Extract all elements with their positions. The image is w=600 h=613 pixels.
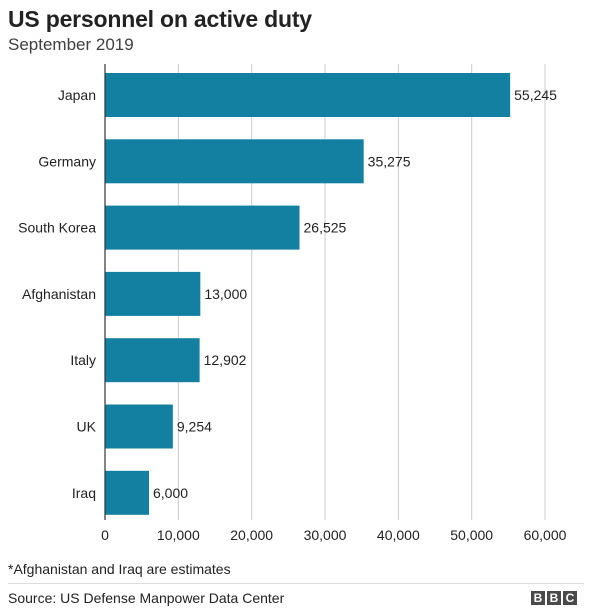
data-label: 12,902 [204,352,247,368]
category-label: UK [77,419,97,435]
footnote: *Afghanistan and Iraq are estimates [8,561,231,577]
chart-title: US personnel on active duty [8,6,312,32]
bar [105,338,200,383]
x-tick-label: 60,000 [524,527,567,543]
category-label: Japan [58,87,96,103]
x-tick-label: 20,000 [230,527,273,543]
bar [105,205,300,250]
x-tick-label: 40,000 [377,527,420,543]
x-tick-label: 0 [101,527,109,543]
logo-letter: B [547,591,561,605]
category-label: South Korea [18,220,96,236]
source-note: Source: US Defense Manpower Data Center [8,590,285,606]
bar [105,271,201,316]
bar [105,470,149,515]
data-label: 55,245 [514,87,557,103]
data-label: 26,525 [304,220,347,236]
footer-divider [8,583,584,584]
x-tick-label: 10,000 [157,527,200,543]
chart-subtitle: September 2019 [8,35,134,54]
data-label: 9,254 [177,419,212,435]
category-label: Afghanistan [22,286,96,302]
bar [105,404,173,449]
category-label: Iraq [72,485,96,501]
x-tick-label: 50,000 [450,527,493,543]
bar [105,73,511,117]
data-label: 6,000 [153,485,188,501]
data-label: 35,275 [368,153,411,169]
logo-letter: C [563,591,577,605]
bar [105,139,364,184]
bbc-logo: B B C [531,591,577,605]
category-label: Germany [38,153,96,169]
data-label: 13,000 [204,286,247,302]
x-tick-label: 30,000 [304,527,347,543]
logo-letter: B [531,591,545,605]
bar-chart: Japan 55,245 Germany 35,275 South Korea 26,52… [18,64,567,543]
category-label: Italy [70,352,96,368]
